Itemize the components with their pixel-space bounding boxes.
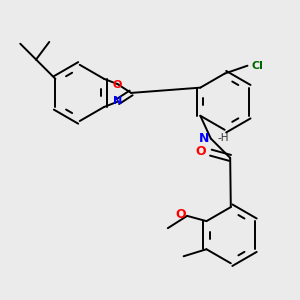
Text: N: N: [199, 132, 209, 145]
Text: O: O: [196, 145, 206, 158]
Text: N: N: [113, 96, 122, 106]
Text: O: O: [176, 208, 186, 221]
Text: O: O: [113, 80, 122, 90]
Text: Cl: Cl: [251, 61, 263, 71]
Text: -H: -H: [218, 133, 230, 143]
